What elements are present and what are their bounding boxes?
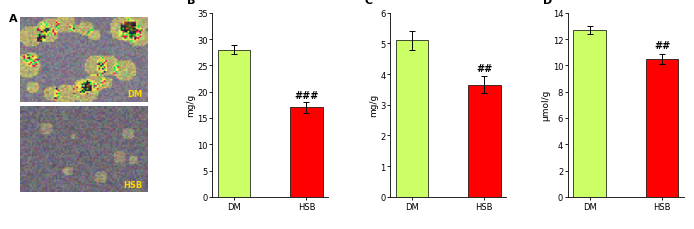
Bar: [645, 60, 678, 197]
Y-axis label: mg/g: mg/g: [369, 94, 378, 117]
Bar: [468, 85, 500, 197]
Bar: [396, 41, 428, 197]
Text: B: B: [187, 0, 196, 6]
Text: C: C: [365, 0, 373, 6]
Text: DM: DM: [127, 90, 142, 99]
Bar: [573, 31, 606, 197]
Text: ##: ##: [476, 63, 492, 73]
Bar: [218, 50, 251, 197]
Bar: [290, 108, 323, 197]
Text: HSB: HSB: [123, 181, 142, 190]
Text: A: A: [10, 14, 18, 24]
Text: ##: ##: [654, 41, 670, 51]
Y-axis label: μmol/g: μmol/g: [541, 90, 550, 121]
Y-axis label: mg/g: mg/g: [186, 94, 195, 117]
Text: ###: ###: [294, 90, 319, 100]
Text: D: D: [543, 0, 552, 6]
